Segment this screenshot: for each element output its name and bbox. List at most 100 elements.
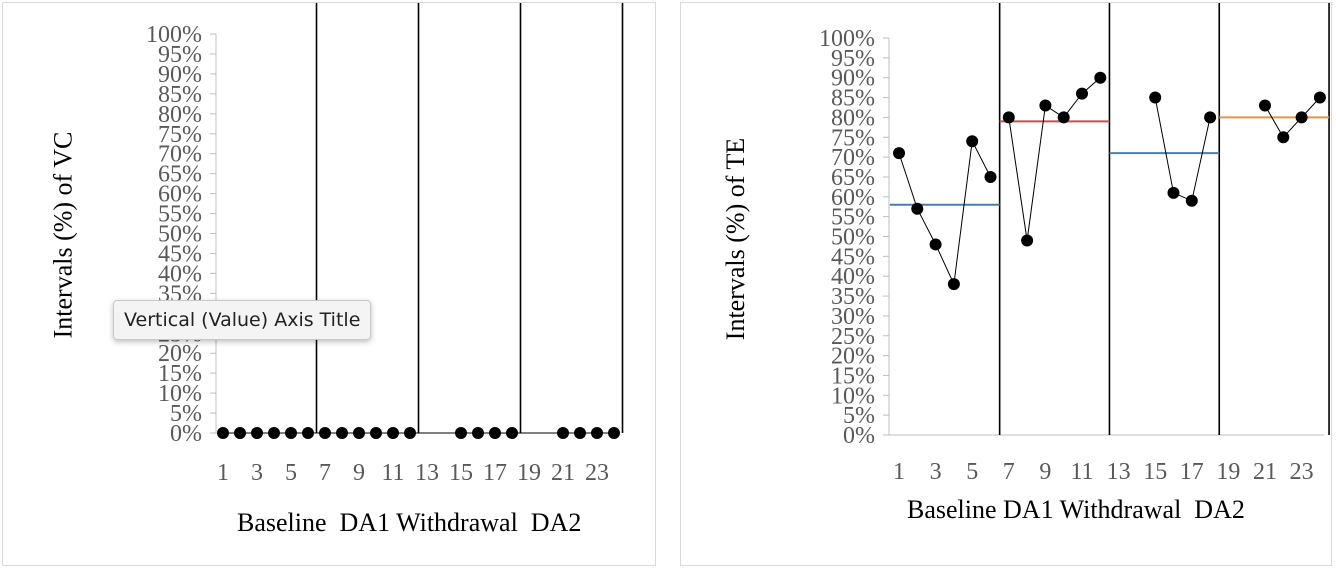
y-tick-label: 90% [158, 62, 202, 88]
y-tick-label: 65% [831, 165, 875, 191]
data-point [1167, 186, 1180, 199]
data-point [984, 170, 997, 183]
y-tick-label: 40% [158, 261, 202, 287]
data-point [336, 427, 348, 439]
data-point [1185, 194, 1198, 207]
y-tick-label: 70% [158, 142, 202, 168]
y-tick-label: 10% [831, 383, 875, 409]
x-tick-label: 1 [893, 459, 905, 485]
data-point [455, 427, 467, 439]
y-tick-label: 60% [158, 182, 202, 208]
y-tick-label: 45% [831, 244, 875, 270]
y-tick-label: 0% [843, 423, 875, 449]
y-tick-label: 85% [831, 86, 875, 112]
chart-vc: 0%5%10%15%20%25%30%35%40%45%50%55%60%65%… [146, 3, 624, 486]
y-tick-label: 85% [158, 82, 202, 108]
x-tick-label: 9 [353, 460, 365, 486]
data-point [1295, 111, 1308, 124]
y-tick-label: 20% [831, 344, 875, 370]
x-tick-label: 1 [217, 460, 229, 486]
series-line [1264, 97, 1321, 139]
data-point [929, 238, 942, 251]
y-tick-label: 0% [170, 421, 202, 447]
data-point [370, 427, 382, 439]
y-tick-label: 15% [831, 363, 875, 389]
y-tick-label: 10% [158, 381, 202, 407]
data-point [1094, 71, 1107, 84]
data-point [489, 427, 501, 439]
data-point [966, 135, 979, 148]
data-point [557, 427, 569, 439]
data-point [1021, 234, 1034, 247]
x-tick-label: 5 [966, 459, 978, 485]
y-tick-label: 40% [831, 264, 875, 290]
data-point [574, 427, 586, 439]
x-tick-label: 11 [381, 460, 404, 486]
data-point [268, 427, 280, 439]
x-tick-label: 21 [1253, 459, 1277, 485]
y-tick-label: 5% [170, 401, 202, 427]
data-point [1076, 87, 1088, 100]
y-tick-label: 75% [831, 125, 875, 151]
y-tick-label: 75% [158, 122, 202, 148]
data-point [506, 427, 518, 439]
data-point [387, 427, 399, 439]
chart-vc-panel: 0%5%10%15%20%25%30%35%40%45%50%55%60%65%… [2, 2, 656, 566]
y-tick-label: 80% [831, 105, 875, 131]
data-point [911, 202, 924, 215]
data-point [1277, 131, 1290, 144]
data-point [1313, 91, 1326, 104]
y-axis-title-te: Intervals (%) of TE [721, 137, 751, 341]
series-line [1154, 97, 1211, 202]
data-point [947, 278, 960, 291]
data-point [1039, 99, 1052, 112]
y-tick-label: 5% [843, 403, 875, 429]
data-point [404, 427, 416, 439]
x-tick-label: 19 [517, 460, 541, 486]
x-tick-label: 5 [285, 460, 297, 486]
y-tick-label: 100% [819, 26, 875, 52]
x-tick-label: 17 [483, 460, 507, 486]
data-point [302, 427, 314, 439]
y-tick-label: 30% [831, 304, 875, 330]
chart-te-panel: 0% 5% 10% 15% 20% 25% 30% 35% 40% 45% 50% 55% 60% 65%… [680, 2, 1332, 566]
y-axis-title-vc[interactable]: Intervals (%) of VC [47, 131, 77, 339]
x-tick-label: 15 [449, 460, 473, 486]
data-point [1259, 99, 1271, 112]
data-point [472, 427, 484, 439]
x-axis-title-vc: Baseline DA1 Withdrawal DA2 [237, 508, 582, 537]
y-tick-label: 45% [158, 241, 202, 267]
x-tick-label: 23 [1290, 459, 1314, 485]
x-tick-label: 7 [1003, 459, 1015, 485]
x-tick-label: 13 [415, 460, 439, 486]
y-tick-label: 25% [831, 324, 875, 350]
data-point [591, 427, 603, 439]
y-tick-label: 50% [831, 225, 875, 251]
chart-te: 0%5%10%15%20%25%30%35%40%45%50%55%60%65%… [819, 3, 1330, 485]
y-tick-label: 35% [831, 284, 875, 310]
x-tick-label: 13 [1107, 459, 1131, 485]
x-axis-title-te: Baseline DA1 Withdrawal DA2 [907, 495, 1245, 524]
data-point [234, 427, 246, 439]
data-point [1149, 91, 1162, 104]
data-point [285, 427, 297, 439]
series-line [898, 139, 991, 286]
y-tick-label: 65% [158, 162, 202, 188]
series-line [1008, 77, 1101, 241]
x-tick-label: 15 [1143, 459, 1167, 485]
axis-title-tooltip: Vertical (Value) Axis Title [113, 300, 372, 340]
y-tick-label: 80% [158, 102, 202, 128]
y-tick-label: 95% [831, 46, 875, 72]
x-tick-label: 7 [319, 460, 331, 486]
y-tick-label: 55% [831, 205, 875, 231]
data-point [1057, 111, 1070, 124]
y-tick-label: 60% [831, 185, 875, 211]
data-point [217, 427, 229, 439]
y-tick-label: 15% [158, 361, 202, 387]
x-tick-label: 17 [1180, 459, 1204, 485]
x-tick-label: 11 [1070, 459, 1093, 485]
data-point [1204, 111, 1217, 124]
x-tick-label: 19 [1216, 459, 1240, 485]
y-tick-label: 100% [146, 22, 202, 48]
x-tick-label: 3 [930, 459, 942, 485]
